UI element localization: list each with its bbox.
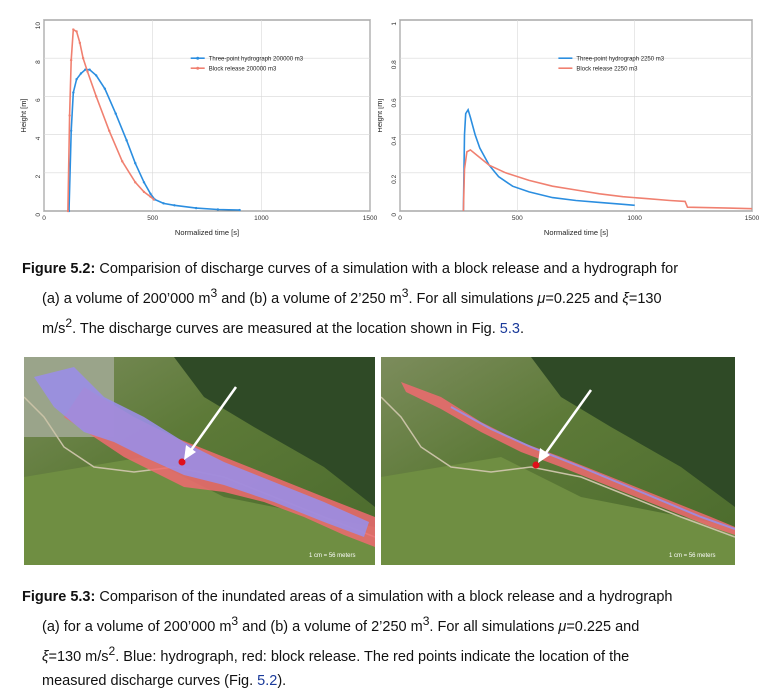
y-tick-label: 0 — [391, 213, 398, 217]
y-tick-label: 4 — [35, 136, 42, 140]
x-axis-label: Normalized time [s] — [175, 228, 239, 237]
data-point — [66, 209, 70, 213]
data-point — [134, 181, 137, 184]
caption-line: (a) a volume of 200’000 m3 and (b) a vol… — [42, 286, 662, 307]
discharge-chart-2250: 0 500 1000 1500 0 0.2 0.4 0.6 0.8 1 Normalized tim… — [378, 19, 760, 237]
y-tick-label: 2 — [35, 174, 42, 178]
inundation-map-2250: 1 cm = 56 meters — [381, 357, 735, 565]
legend-marker — [196, 56, 200, 60]
y-tick-label: 1 — [391, 22, 398, 26]
y-tick-label: 0 — [35, 213, 42, 217]
caption-line: measured discharge curves (Fig. 5.2). — [42, 672, 287, 689]
data-point — [125, 139, 128, 142]
data-point — [69, 129, 73, 132]
data-point — [69, 58, 73, 62]
x-tick-label: 1500 — [363, 215, 378, 222]
data-point — [68, 114, 71, 117]
legend-label: Three-point hydrograph 2250 m3 — [576, 56, 664, 62]
y-tick-label: 0.2 — [391, 174, 398, 183]
data-point — [173, 204, 176, 207]
y-tick-label: 0.6 — [391, 98, 398, 107]
x-tick-label: 0 — [398, 215, 402, 222]
x-tick-label: 1000 — [254, 215, 269, 222]
data-point — [216, 208, 220, 211]
figure-label: Figure 5.2: — [22, 261, 96, 277]
data-point — [134, 162, 137, 165]
y-tick-label: 8 — [35, 60, 42, 64]
data-point — [103, 87, 107, 90]
x-tick-label: 500 — [147, 215, 158, 222]
measurement-point — [532, 461, 540, 469]
y-tick-label: 6 — [35, 98, 42, 102]
figure-label: Figure 5.3: — [22, 589, 96, 605]
x-tick-label: 500 — [512, 215, 523, 222]
series-line — [67, 28, 155, 212]
data-point — [149, 195, 152, 198]
data-point — [142, 181, 146, 184]
plot-frame — [399, 19, 753, 212]
data-point — [72, 91, 75, 94]
data-point — [78, 41, 82, 45]
figure-5-3-caption: Figure 5.3: Comparison of the inundated … — [22, 585, 737, 693]
series-line — [462, 148, 753, 212]
data-point — [94, 95, 98, 98]
y-tick-label: 10 — [35, 22, 42, 30]
data-point — [121, 160, 124, 163]
y-tick-label: 0.4 — [391, 136, 398, 145]
data-point — [149, 192, 152, 196]
data-point — [108, 129, 111, 132]
data-point — [75, 78, 78, 81]
data-point — [88, 68, 91, 71]
data-point — [238, 208, 241, 212]
y-tick-label: 0.8 — [391, 60, 398, 69]
data-point — [162, 202, 165, 205]
data-point — [81, 57, 85, 60]
x-tick-label: 1500 — [745, 215, 760, 222]
data-point — [152, 198, 155, 201]
data-point — [79, 72, 83, 75]
figure-reference-link[interactable]: 5.3 — [499, 320, 520, 337]
x-tick-label: 1000 — [627, 215, 642, 222]
data-point — [86, 70, 89, 73]
scale-label: 1 cm = 56 meters — [669, 553, 716, 559]
discharge-chart-200000: 0 500 1000 1500 0 2 4 6 8 10 Normalized time [s] He… — [19, 19, 378, 237]
legend-label: Three-point hydrograph 200000 m3 — [209, 56, 304, 62]
caption-text: Comparision of discharge curves of a sim… — [95, 261, 679, 277]
plot-frame — [43, 19, 371, 212]
legend-marker — [196, 66, 200, 70]
data-point — [94, 74, 98, 77]
data-point — [194, 206, 198, 210]
data-point — [114, 112, 117, 115]
data-point — [72, 28, 75, 31]
data-point — [142, 190, 146, 194]
x-tick-label: 0 — [42, 215, 46, 222]
y-axis-label: Height [m] — [19, 98, 28, 132]
caption-line: m/s2. The discharge curves are measured … — [42, 315, 524, 337]
legend-label: Block release 200000 m3 — [209, 66, 277, 72]
caption-text: Comparison of the inundated areas of a s… — [95, 589, 673, 605]
data-point — [75, 30, 78, 33]
y-axis-label: Height [m] — [378, 98, 384, 132]
inundation-map-200000: 1 cm = 56 meters — [24, 357, 375, 565]
measurement-point — [178, 458, 186, 466]
figure-5-2-caption: Figure 5.2: Comparision of discharge cur… — [22, 257, 737, 341]
hydrograph-area — [34, 367, 369, 537]
caption-line: (a) for a volume of 200’000 m3 and (b) a… — [42, 614, 640, 635]
x-axis-label: Normalized time [s] — [544, 228, 608, 237]
caption-line: ξ=130 m/s2. Blue: hydrograph, red: block… — [42, 643, 630, 665]
legend-label: Block release 2250 m3 — [576, 66, 638, 72]
series-line — [462, 107, 635, 212]
scale-label: 1 cm = 56 meters — [309, 553, 356, 559]
figure-reference-link[interactable]: 5.2 — [257, 672, 278, 689]
